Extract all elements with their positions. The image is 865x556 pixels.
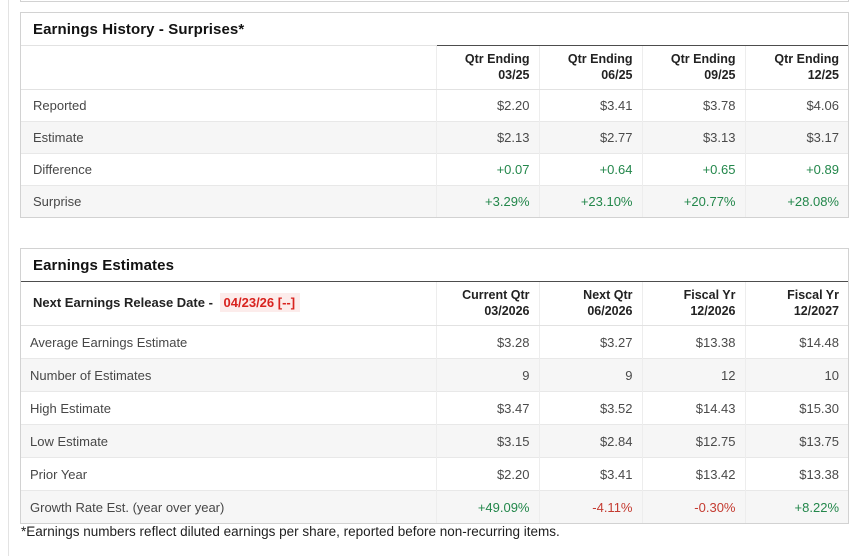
history-header-row: Qtr Ending 03/25 Qtr Ending 06/25 Qtr Ending… bbox=[21, 45, 848, 90]
cell-value: $3.17 bbox=[744, 121, 848, 154]
cell-value: $3.78 bbox=[641, 89, 745, 122]
cell-value: $13.38 bbox=[641, 325, 745, 359]
cell-value: 10 bbox=[744, 358, 848, 392]
cell-value: $2.20 bbox=[435, 457, 539, 491]
cell-value: $2.20 bbox=[435, 89, 539, 122]
row-label: Surprise bbox=[21, 185, 436, 217]
column-header: Current Qtr 03/2026 bbox=[435, 281, 539, 326]
cell-value: $2.77 bbox=[538, 121, 642, 154]
earnings-footnote: *Earnings numbers reflect diluted earnin… bbox=[21, 524, 560, 539]
cell-value: $2.13 bbox=[435, 121, 539, 154]
row-label: Number of Estimates bbox=[21, 358, 436, 392]
column-header: Qtr Ending 12/25 bbox=[744, 45, 848, 90]
cell-value: $13.75 bbox=[744, 424, 848, 458]
row-label: Reported bbox=[33, 98, 87, 113]
row-label: Difference bbox=[21, 153, 436, 186]
history-corner-cell bbox=[21, 45, 436, 90]
row-label: Estimate bbox=[21, 121, 436, 154]
cell-value: +49.09% bbox=[435, 490, 539, 523]
cell-value: +0.07 bbox=[435, 153, 539, 186]
cell-value: $13.42 bbox=[641, 457, 745, 491]
cell-value: +0.64 bbox=[538, 153, 642, 186]
cell-value: +0.65 bbox=[641, 153, 745, 186]
cell-value: -4.11% bbox=[538, 490, 642, 523]
cell-value: +0.89 bbox=[744, 153, 848, 186]
table-row: Reported $2.20 $3.41 $3.78 $4.06 bbox=[21, 89, 848, 122]
previous-section-bottom-edge bbox=[20, 0, 849, 2]
table-row: Average Earnings Estimate $3.28 $3.27 $13.3… bbox=[21, 325, 848, 359]
table-row: Low Estimate $3.15 $2.84 $12.75 $13.75 bbox=[21, 424, 848, 458]
earnings-estimates-card: Earnings Estimates Next Earnings Release… bbox=[20, 248, 849, 524]
cell-value: $13.38 bbox=[744, 457, 848, 491]
column-header: Fiscal Yr 12/2026 bbox=[641, 281, 745, 326]
cell-value: +20.77% bbox=[641, 185, 745, 217]
table-row: High Estimate $3.47 $3.52 $14.43 $15.30 bbox=[21, 391, 848, 425]
estimates-header-row: Next Earnings Release Date - 04/23/26 [-… bbox=[21, 281, 848, 326]
column-header: Qtr Ending 06/25 bbox=[538, 45, 642, 90]
row-label: Low Estimate bbox=[21, 424, 436, 458]
cell-value: $3.47 bbox=[435, 391, 539, 425]
earnings-history-title: Earnings History - Surprises* bbox=[33, 21, 245, 38]
cell-value: $3.28 bbox=[435, 325, 539, 359]
cell-value: $3.41 bbox=[538, 457, 642, 491]
cell-value: +23.10% bbox=[538, 185, 642, 217]
cell-value: $3.27 bbox=[538, 325, 642, 359]
column-header: Next Qtr 06/2026 bbox=[538, 281, 642, 326]
cell-value: $14.48 bbox=[744, 325, 848, 359]
row-label: High Estimate bbox=[21, 391, 436, 425]
table-row: Number of Estimates 9 9 12 10 bbox=[21, 358, 848, 392]
cell-value: $12.75 bbox=[641, 424, 745, 458]
cell-value: $4.06 bbox=[744, 89, 848, 122]
column-header: Fiscal Yr 12/2027 bbox=[744, 281, 848, 326]
table-row: Prior Year $2.20 $3.41 $13.42 $13.38 bbox=[21, 457, 848, 491]
table-row: Difference +0.07 +0.64 +0.65 +0.89 bbox=[21, 153, 848, 186]
earnings-estimates-table: Next Earnings Release Date - 04/23/26 [-… bbox=[21, 281, 848, 523]
next-earnings-release-cell: Next Earnings Release Date - 04/23/26 [-… bbox=[21, 281, 436, 326]
cell-value: $2.84 bbox=[538, 424, 642, 458]
earnings-history-card: Earnings History - Surprises* Qtr Ending… bbox=[20, 12, 849, 218]
page-left-border bbox=[8, 0, 9, 556]
cell-value: $3.15 bbox=[435, 424, 539, 458]
earnings-history-table: Qtr Ending 03/25 Qtr Ending 06/25 Qtr Ending… bbox=[21, 45, 848, 217]
cell-value: 9 bbox=[435, 358, 539, 392]
table-row: Growth Rate Est. (year over year) +49.09%… bbox=[21, 490, 848, 523]
row-label: Growth Rate Est. (year over year) bbox=[21, 490, 436, 523]
release-date-label: Next Earnings Release Date - bbox=[33, 294, 217, 310]
cell-value: 12 bbox=[641, 358, 745, 392]
cell-value: -0.30% bbox=[641, 490, 745, 523]
cell-value: 9 bbox=[538, 358, 642, 392]
earnings-estimates-title: Earnings Estimates bbox=[33, 257, 175, 274]
release-date-value[interactable]: 04/23/26 [--] bbox=[219, 292, 301, 312]
cell-value: $3.52 bbox=[538, 391, 642, 425]
cell-value: +3.29% bbox=[435, 185, 539, 217]
cell-value: +8.22% bbox=[744, 490, 848, 523]
cell-value: $3.13 bbox=[641, 121, 745, 154]
cell-value: $3.41 bbox=[538, 89, 642, 122]
column-header: Qtr Ending 09/25 bbox=[641, 45, 745, 90]
table-row: Estimate $2.13 $2.77 $3.13 $3.17 bbox=[21, 121, 848, 154]
cell-value: $14.43 bbox=[641, 391, 745, 425]
cell-value: $15.30 bbox=[744, 391, 848, 425]
table-row: Surprise +3.29% +23.10% +20.77% +28.08% bbox=[21, 185, 848, 217]
column-header: Qtr Ending 03/25 bbox=[435, 45, 539, 90]
row-label: Average Earnings Estimate bbox=[30, 335, 188, 350]
row-label: Prior Year bbox=[21, 457, 436, 491]
cell-value: +28.08% bbox=[744, 185, 848, 217]
